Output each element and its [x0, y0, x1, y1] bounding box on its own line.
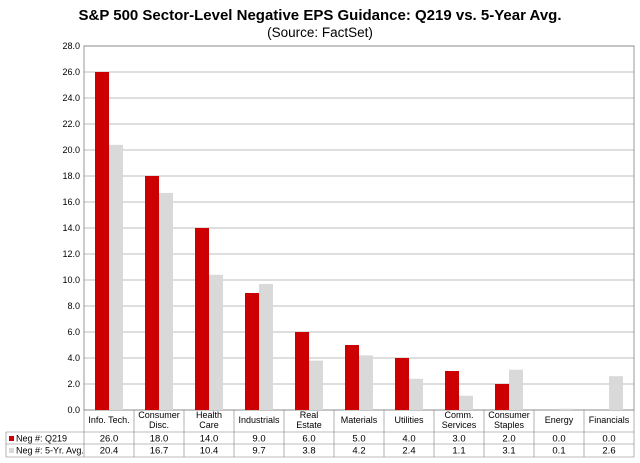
category-label: Financials: [589, 415, 630, 425]
bars: [95, 72, 623, 411]
y-tick-label: 28.0: [62, 41, 80, 51]
bar-5yr-avg: [359, 355, 373, 410]
data-label: 2.6: [602, 446, 615, 457]
category-label: Disc.: [149, 420, 169, 430]
data-label: 2.0: [502, 434, 515, 445]
data-label: 18.0: [150, 434, 169, 445]
chart-title: S&P 500 Sector-Level Negative EPS Guidan…: [78, 7, 561, 24]
chart-subtitle: (Source: FactSet): [267, 25, 373, 40]
y-tick-label: 24.0: [62, 93, 80, 103]
data-label: 0.1: [552, 446, 565, 457]
y-tick-label: 0.0: [67, 405, 80, 415]
y-tick-label: 2.0: [67, 379, 80, 389]
y-tick-label: 12.0: [62, 249, 80, 259]
data-label: 16.7: [150, 446, 169, 457]
category-label: Utilities: [394, 415, 424, 425]
y-tick-label: 22.0: [62, 119, 80, 129]
data-label: 5.0: [352, 434, 365, 445]
bar-5yr-avg: [509, 369, 523, 410]
category-label: Materials: [341, 415, 378, 425]
data-label: 26.0: [100, 434, 119, 445]
bar-q219: [495, 384, 509, 410]
data-label: 2.4: [402, 446, 415, 457]
bar-5yr-avg: [209, 274, 223, 410]
bar-q219: [345, 345, 359, 410]
category-label: Real: [300, 410, 319, 420]
bar-5yr-avg: [159, 192, 173, 410]
category-label: Consumer: [488, 410, 530, 420]
y-tick-label: 10.0: [62, 275, 80, 285]
y-tick-label: 6.0: [67, 327, 80, 337]
bar-5yr-avg: [259, 283, 273, 410]
y-axis: 0.0 2.0 4.0 6.0 8.0 10.0 12.0 14.0 16.0 18.0 20.0 2…: [62, 41, 80, 415]
bar-q219: [195, 228, 209, 410]
category-label: Estate: [296, 420, 322, 430]
bar-5yr-avg: [459, 395, 473, 410]
category-label: Comm.: [445, 410, 474, 420]
bar-q219: [395, 358, 409, 410]
y-tick-label: 20.0: [62, 145, 80, 155]
data-label: 4.0: [402, 434, 415, 445]
data-label: 9.0: [252, 434, 265, 445]
data-label: 6.0: [302, 434, 315, 445]
series-name: Neg #: Q219: [16, 434, 67, 444]
category-label: Care: [199, 420, 219, 430]
bar-5yr-avg: [309, 360, 323, 410]
legend-key: [9, 448, 14, 453]
category-label: Energy: [545, 415, 574, 425]
data-label: 0.0: [552, 434, 565, 445]
series-name: Neg #: 5-Yr. Avg.: [16, 446, 84, 456]
bar-q219: [445, 371, 459, 410]
data-label: 4.2: [352, 446, 365, 457]
y-tick-label: 16.0: [62, 197, 80, 207]
bar-5yr-avg: [559, 408, 573, 410]
category-label: Services: [442, 420, 477, 430]
category-label: Industrials: [238, 415, 280, 425]
data-label: 14.0: [200, 434, 219, 445]
category-label: Staples: [494, 420, 525, 430]
data-label: 3.8: [302, 446, 315, 457]
bar-5yr-avg: [409, 378, 423, 410]
data-label: 3.1: [502, 446, 515, 457]
y-tick-label: 4.0: [67, 353, 80, 363]
bar-q219: [95, 72, 109, 410]
bar-q219: [295, 332, 309, 410]
bar-5yr-avg: [609, 376, 623, 410]
gridlines: [83, 45, 635, 411]
data-label: 1.1: [452, 446, 465, 457]
data-label: 3.0: [452, 434, 465, 445]
data-label: 10.4: [200, 446, 219, 457]
legend-key: [9, 436, 14, 441]
bar-q219: [145, 176, 159, 410]
bar-q219: [245, 293, 259, 410]
category-label: Consumer: [138, 410, 180, 420]
data-label: 20.4: [100, 446, 119, 457]
bar-5yr-avg: [109, 144, 123, 411]
y-tick-label: 8.0: [67, 301, 80, 311]
data-label: 0.0: [602, 434, 615, 445]
category-label: Info. Tech.: [88, 415, 129, 425]
category-label: Health: [196, 410, 222, 420]
y-tick-label: 26.0: [62, 67, 80, 77]
y-tick-label: 18.0: [62, 171, 80, 181]
y-tick-label: 14.0: [62, 223, 80, 233]
data-label: 9.7: [252, 446, 265, 457]
